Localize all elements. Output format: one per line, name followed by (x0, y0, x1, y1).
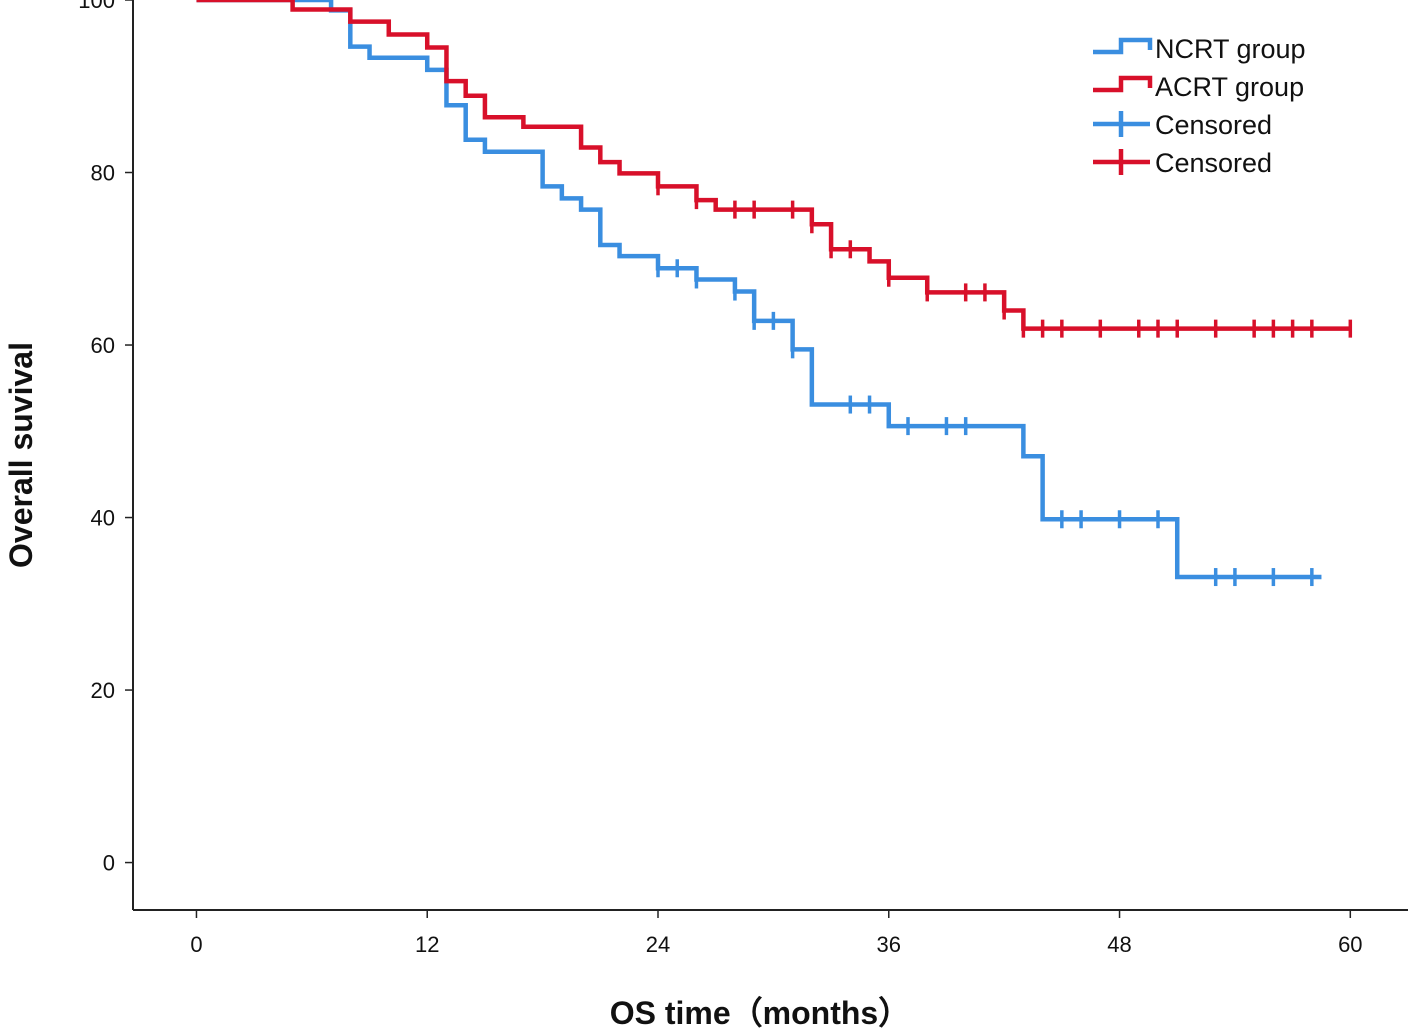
x-tick-label: 48 (1107, 932, 1131, 957)
legend-item: NCRT group (1093, 34, 1306, 64)
acrt-series (196, 0, 1353, 338)
legend-item: Censored (1093, 110, 1272, 140)
legend-item: Censored (1093, 148, 1272, 178)
legend-swatch-line (1093, 75, 1153, 93)
legend-label: NCRT group (1155, 34, 1306, 64)
legend-label: Censored (1155, 148, 1272, 178)
y-axis-title: Overall suvival (3, 342, 39, 568)
legend-label: ACRT group (1155, 72, 1304, 102)
y-tick-label: 60 (91, 333, 115, 358)
y-tick-label: 80 (91, 161, 115, 186)
x-tick-label: 12 (415, 932, 439, 957)
x-axis-title: OS time（months） (610, 995, 910, 1031)
legend-swatch-line (1093, 37, 1153, 55)
y-tick-label: 100 (78, 0, 115, 13)
ncrt-survival-curve (196, 0, 1322, 580)
series-layer (196, 0, 1353, 587)
x-tick-label: 0 (190, 932, 202, 957)
y-tick-label: 40 (91, 506, 115, 531)
y-tick-label: 0 (103, 851, 115, 876)
x-tick-label: 36 (877, 932, 901, 957)
axes: 0 12 24 36 48 60 0 20 40 60 80 100 (78, 0, 1408, 957)
legend-label: Censored (1155, 110, 1272, 140)
y-tick-label: 20 (91, 678, 115, 703)
legend-item: ACRT group (1093, 72, 1304, 102)
legend: NCRT group ACRT group Censored Censored (1093, 34, 1306, 178)
x-tick-label: 24 (646, 932, 670, 957)
ncrt-series (196, 0, 1322, 587)
x-tick-label: 60 (1338, 932, 1362, 957)
